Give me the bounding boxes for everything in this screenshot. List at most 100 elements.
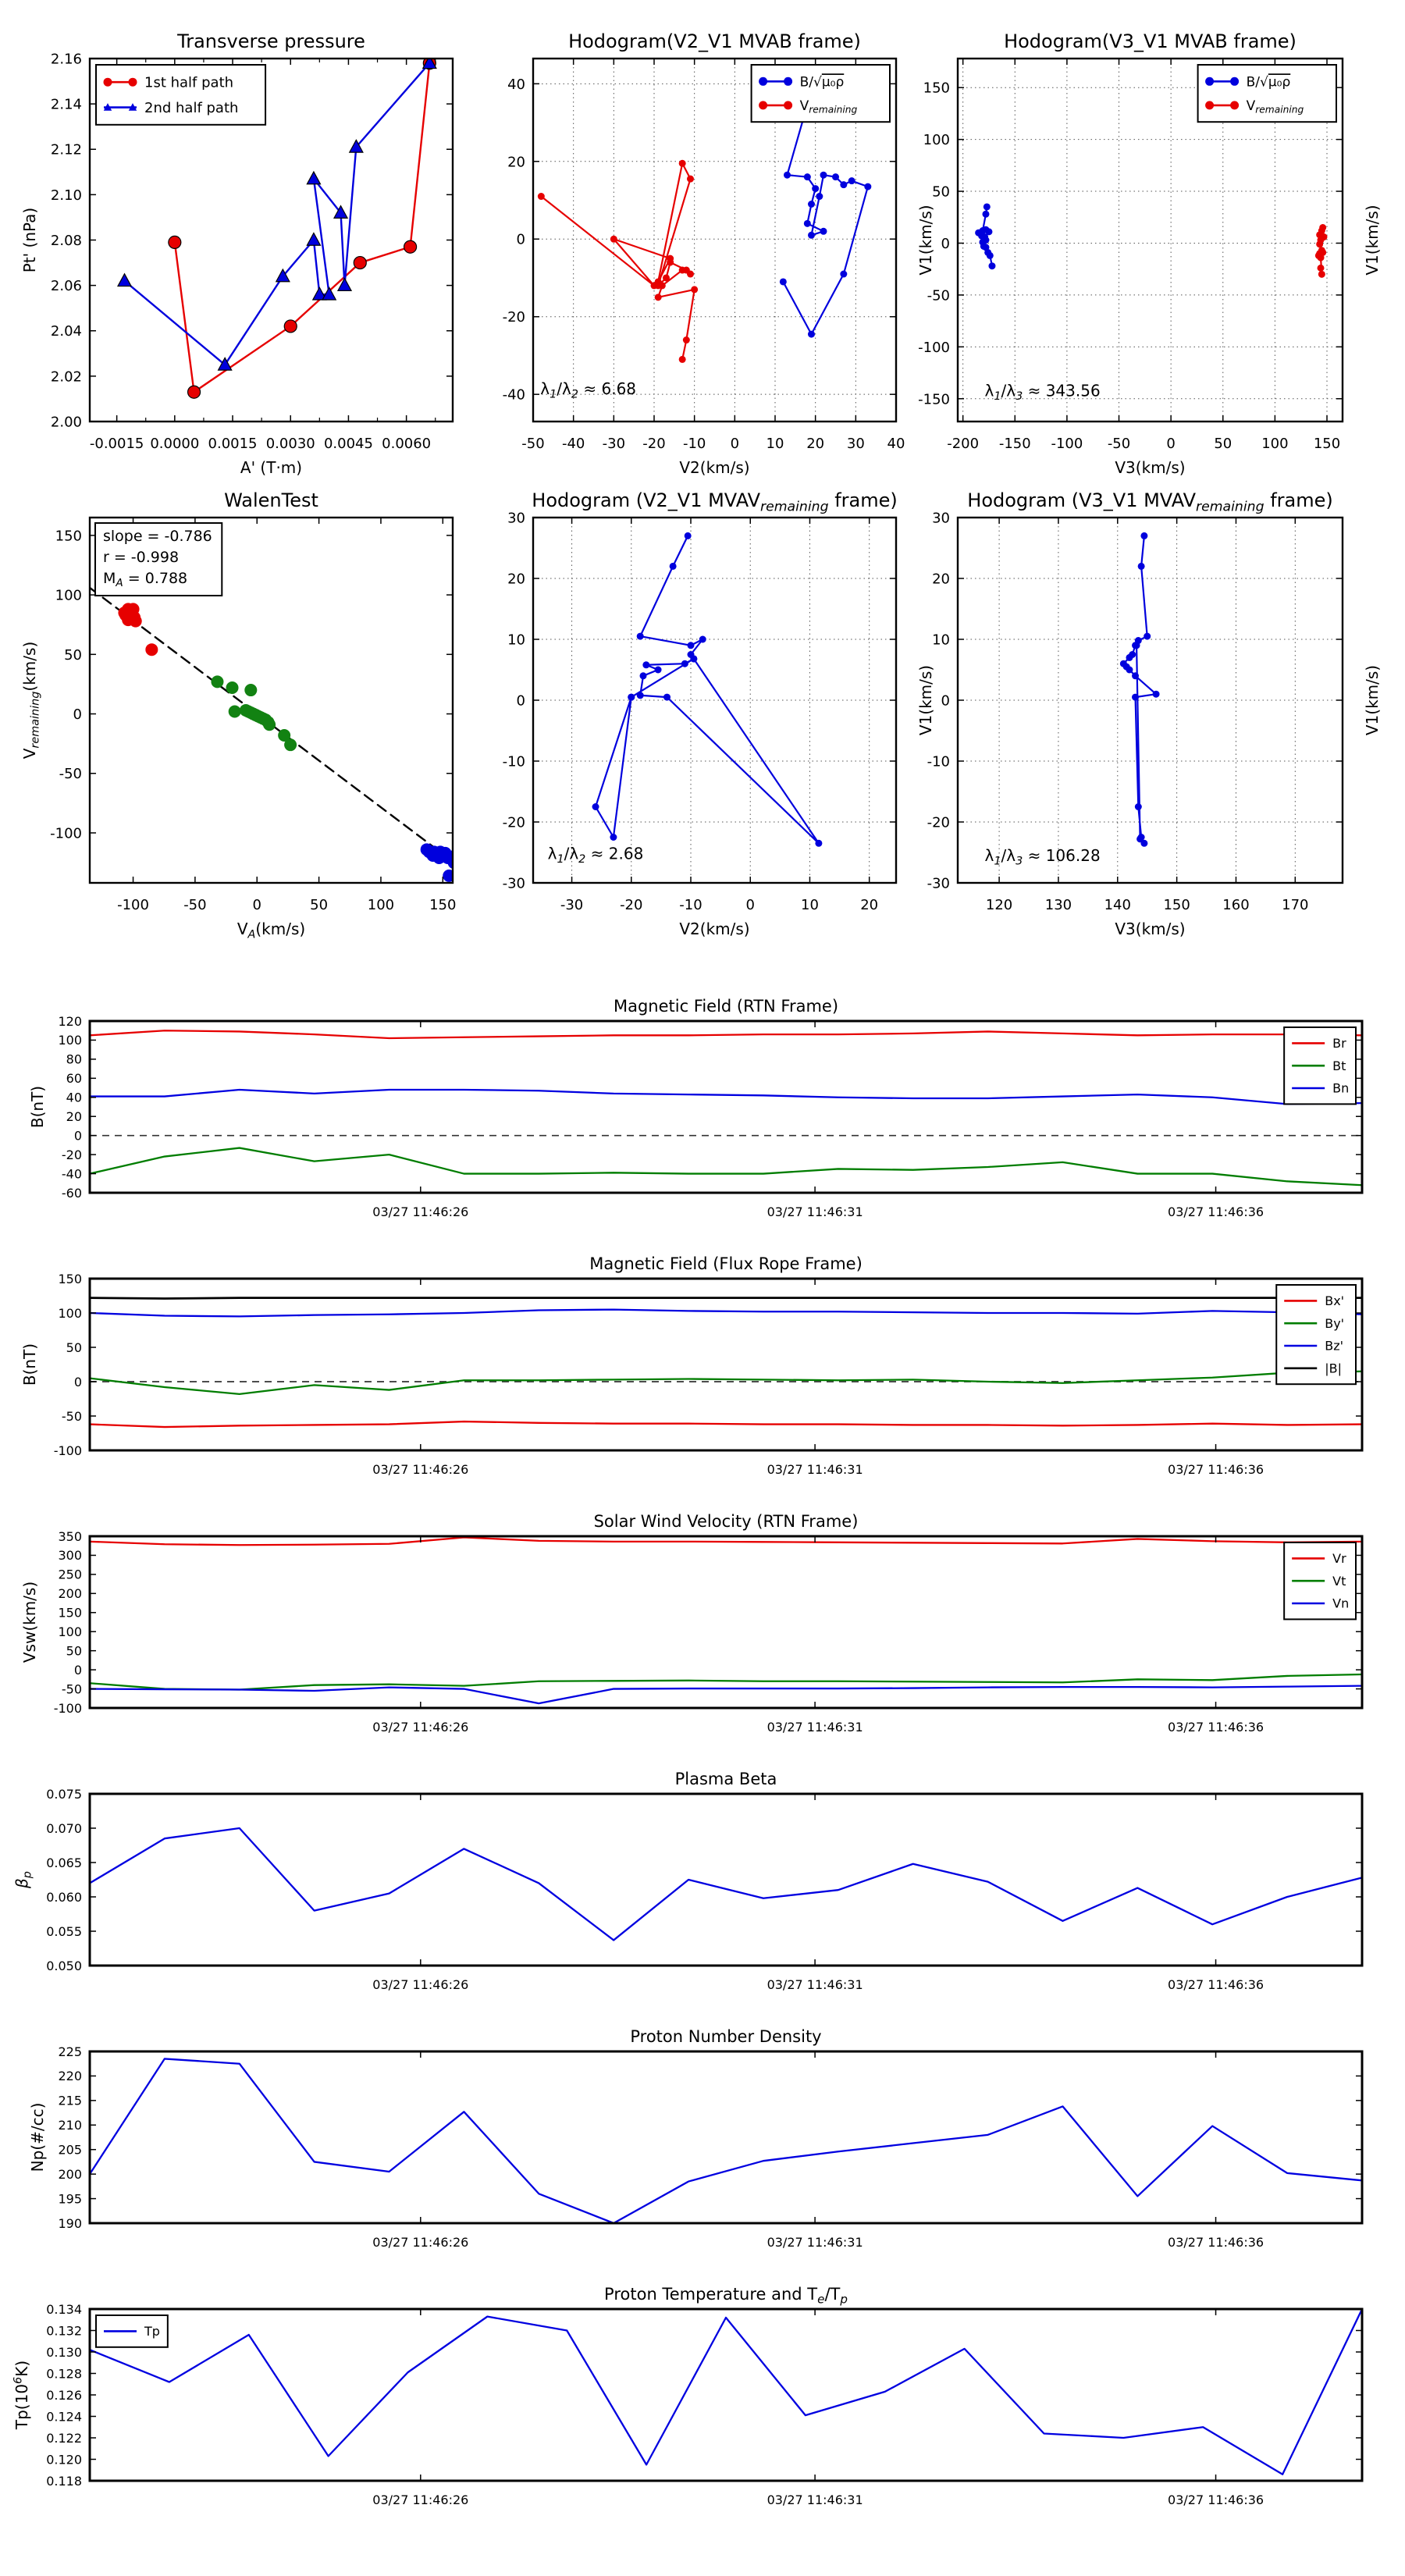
svg-text:Tp: Tp bbox=[144, 2324, 160, 2339]
svg-text:0.075: 0.075 bbox=[46, 1787, 82, 1802]
svg-text:150: 150 bbox=[58, 1606, 82, 1621]
svg-text:Bz': Bz' bbox=[1325, 1339, 1343, 1354]
svg-text:0.126: 0.126 bbox=[46, 2388, 82, 2403]
svg-text:0: 0 bbox=[731, 436, 739, 452]
svg-text:-100: -100 bbox=[918, 340, 950, 356]
svg-text:0.130: 0.130 bbox=[46, 2345, 82, 2360]
svg-text:100: 100 bbox=[1261, 436, 1288, 452]
legend-magnetic-field-rtn: Br Bt Bn bbox=[1283, 1026, 1357, 1105]
chart-magnetic-field-rtn: 03/27 11:46:26 03/27 11:46:31 03/27 11:46:… bbox=[28, 997, 1364, 1219]
svg-text:0.128: 0.128 bbox=[46, 2366, 82, 2381]
svg-text:-100: -100 bbox=[54, 1443, 82, 1458]
svg-text:-20: -20 bbox=[503, 309, 525, 326]
svg-text:Solar Wind Velocity (RTN Frame: Solar Wind Velocity (RTN Frame) bbox=[594, 1512, 859, 1531]
svg-text:30: 30 bbox=[847, 436, 865, 452]
svg-text:150: 150 bbox=[55, 528, 82, 544]
svg-text:Np(#/cc): Np(#/cc) bbox=[28, 2103, 47, 2172]
svg-text:170: 170 bbox=[1282, 897, 1308, 913]
svg-text:V1(km/s): V1(km/s) bbox=[916, 665, 935, 735]
svg-text:220: 220 bbox=[58, 2069, 82, 2083]
svg-text:2.10: 2.10 bbox=[51, 187, 82, 204]
svg-text:slope = -0.786: slope = -0.786 bbox=[103, 528, 212, 545]
svg-text:-100: -100 bbox=[54, 1701, 82, 1716]
svg-text:-30: -30 bbox=[560, 897, 583, 913]
svg-text:03/27 11:46:36: 03/27 11:46:36 bbox=[1168, 1977, 1264, 1992]
svg-text:βp: βp bbox=[12, 1871, 34, 1889]
svg-text:150: 150 bbox=[1163, 897, 1190, 913]
svg-text:50: 50 bbox=[66, 1643, 82, 1658]
svg-text:-10: -10 bbox=[927, 753, 950, 770]
svg-text:2.00: 2.00 bbox=[51, 414, 82, 430]
svg-text:B(nT): B(nT) bbox=[28, 1086, 47, 1128]
svg-text:0: 0 bbox=[1166, 436, 1175, 452]
svg-text:-20: -20 bbox=[62, 1147, 82, 1162]
svg-text:0.118: 0.118 bbox=[46, 2474, 82, 2489]
svg-text:225: 225 bbox=[58, 2044, 82, 2059]
svg-text:Proton Number Density: Proton Number Density bbox=[630, 2027, 821, 2046]
svg-text:Proton Temperature and Te/Tp: Proton Temperature and Te/Tp bbox=[604, 2285, 848, 2307]
svg-text:80: 80 bbox=[66, 1052, 82, 1067]
svg-text:215: 215 bbox=[58, 2094, 82, 2108]
svg-text:-50: -50 bbox=[59, 766, 82, 782]
svg-text:03/27 11:46:36: 03/27 11:46:36 bbox=[1168, 2492, 1264, 2507]
svg-text:Bn: Bn bbox=[1332, 1081, 1349, 1096]
svg-text:03/27 11:46:26: 03/27 11:46:26 bbox=[372, 1720, 468, 1735]
svg-text:40: 40 bbox=[507, 76, 525, 93]
svg-text:-100: -100 bbox=[1051, 436, 1083, 452]
svg-text:MA = 0.788: MA = 0.788 bbox=[103, 570, 187, 589]
svg-text:-200: -200 bbox=[947, 436, 979, 452]
legend-solar-wind-velocity: Vr Vt Vn bbox=[1283, 1542, 1357, 1621]
svg-text:10: 10 bbox=[801, 897, 819, 913]
svg-text:100: 100 bbox=[368, 897, 394, 913]
svg-text:0: 0 bbox=[941, 692, 950, 709]
svg-text:03/27 11:46:31: 03/27 11:46:31 bbox=[767, 1462, 863, 1477]
svg-text:λ1/λ3 ≈ 343.56: λ1/λ3 ≈ 343.56 bbox=[985, 381, 1101, 402]
svg-text:120: 120 bbox=[58, 1014, 82, 1029]
svg-text:-20: -20 bbox=[927, 814, 950, 831]
svg-text:-50: -50 bbox=[183, 897, 206, 913]
svg-text:-150: -150 bbox=[999, 436, 1031, 452]
svg-text:350: 350 bbox=[58, 1529, 82, 1544]
svg-text:-30: -30 bbox=[503, 875, 525, 891]
svg-text:10: 10 bbox=[767, 436, 784, 452]
svg-text:03/27 11:46:36: 03/27 11:46:36 bbox=[1168, 1720, 1264, 1735]
svg-text:0.050: 0.050 bbox=[46, 1959, 82, 1973]
svg-text:By': By' bbox=[1325, 1316, 1344, 1331]
svg-text:150: 150 bbox=[923, 80, 950, 97]
svg-text:B(nT): B(nT) bbox=[20, 1343, 39, 1386]
svg-text:0.060: 0.060 bbox=[46, 1890, 82, 1905]
chart-hodogram-v3v1-mvav: 120 130 140 150 160 170 30 20 10 0 -10 -20 -30 Hodogr… bbox=[927, 489, 1382, 938]
legend-transverse-pressure: 1st half path 2nd half path bbox=[95, 64, 267, 126]
svg-text:-40: -40 bbox=[562, 436, 585, 452]
svg-text:190: 190 bbox=[58, 2216, 82, 2231]
svg-text:Vremaining(km/s): Vremaining(km/s) bbox=[20, 642, 41, 760]
svg-text:-50: -50 bbox=[62, 1681, 82, 1696]
svg-text:20: 20 bbox=[932, 571, 950, 587]
legend-hodogram-v3v1-mvab: B/√μ₀ρ Vremaining bbox=[1197, 64, 1337, 123]
svg-text:30: 30 bbox=[507, 510, 525, 526]
svg-text:03/27 11:46:36: 03/27 11:46:36 bbox=[1168, 2235, 1264, 2250]
legend-hodogram-v2v1-mvab: B/√μ₀ρ Vremaining bbox=[750, 64, 891, 123]
svg-text:Vt: Vt bbox=[1332, 1574, 1346, 1589]
svg-text:Pt' (nPa): Pt' (nPa) bbox=[20, 208, 39, 272]
svg-text:V3(km/s): V3(km/s) bbox=[1115, 920, 1185, 938]
svg-text:VA(km/s): VA(km/s) bbox=[237, 920, 305, 941]
svg-text:r = -0.998: r = -0.998 bbox=[103, 549, 179, 566]
svg-text:Bx': Bx' bbox=[1325, 1293, 1344, 1308]
svg-text:V1(km/s): V1(km/s) bbox=[1363, 205, 1382, 275]
svg-text:-50: -50 bbox=[927, 287, 950, 304]
svg-text:20: 20 bbox=[860, 897, 878, 913]
svg-text:250: 250 bbox=[58, 1567, 82, 1582]
svg-text:|B|: |B| bbox=[1325, 1361, 1342, 1375]
chart-magnetic-field-flux-rope: 03/27 11:46:26 03/27 11:46:31 03/27 11:46:… bbox=[20, 1254, 1364, 1477]
chart-solar-wind-velocity: 03/27 11:46:26 03/27 11:46:31 03/27 11:46:… bbox=[20, 1512, 1364, 1735]
svg-text:2.02: 2.02 bbox=[51, 368, 82, 385]
svg-text:Tp(106K): Tp(106K) bbox=[12, 2361, 31, 2430]
svg-text:03/27 11:46:31: 03/27 11:46:31 bbox=[767, 1720, 863, 1735]
svg-text:200: 200 bbox=[58, 2167, 82, 2182]
svg-text:1st half path: 1st half path bbox=[144, 75, 233, 91]
svg-text:B/√μ₀ρ: B/√μ₀ρ bbox=[1247, 74, 1291, 90]
svg-text:03/27 11:46:36: 03/27 11:46:36 bbox=[1168, 1204, 1264, 1219]
svg-text:0.122: 0.122 bbox=[46, 2431, 82, 2446]
